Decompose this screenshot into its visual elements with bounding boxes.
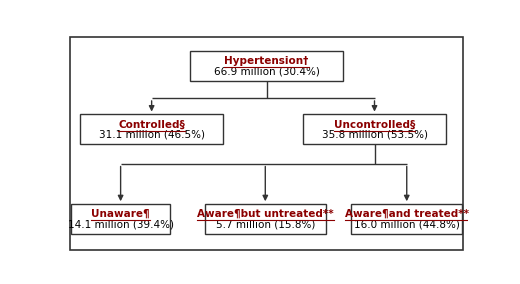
Bar: [352, 204, 462, 234]
Text: Controlled§: Controlled§: [118, 119, 185, 130]
Bar: [205, 204, 326, 234]
Text: 66.9 million (30.4%): 66.9 million (30.4%): [214, 66, 319, 76]
Bar: [190, 51, 343, 81]
Text: 35.8 million (53.5%): 35.8 million (53.5%): [321, 130, 427, 139]
Text: 31.1 million (46.5%): 31.1 million (46.5%): [99, 130, 205, 139]
Bar: [80, 114, 223, 144]
Text: Aware¶and treated**: Aware¶and treated**: [345, 209, 469, 219]
Text: 14.1 million (39.4%): 14.1 million (39.4%): [68, 219, 174, 229]
Text: 5.7 million (15.8%): 5.7 million (15.8%): [216, 219, 315, 229]
Text: Hypertension†: Hypertension†: [224, 56, 309, 66]
Bar: [303, 114, 446, 144]
Text: 16.0 million (44.8%): 16.0 million (44.8%): [354, 219, 460, 229]
Text: Unaware¶: Unaware¶: [92, 209, 150, 219]
Text: Aware¶but untreated**: Aware¶but untreated**: [197, 209, 334, 219]
Text: Uncontrolled§: Uncontrolled§: [334, 119, 415, 130]
Bar: [71, 204, 170, 234]
